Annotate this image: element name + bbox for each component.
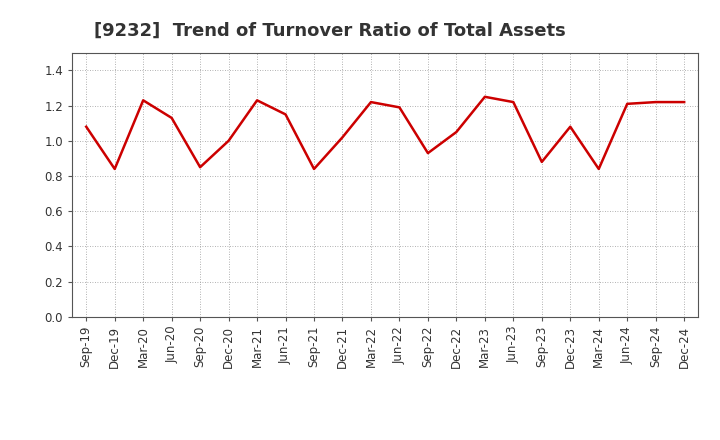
Text: [9232]  Trend of Turnover Ratio of Total Assets: [9232] Trend of Turnover Ratio of Total … <box>94 22 565 40</box>
